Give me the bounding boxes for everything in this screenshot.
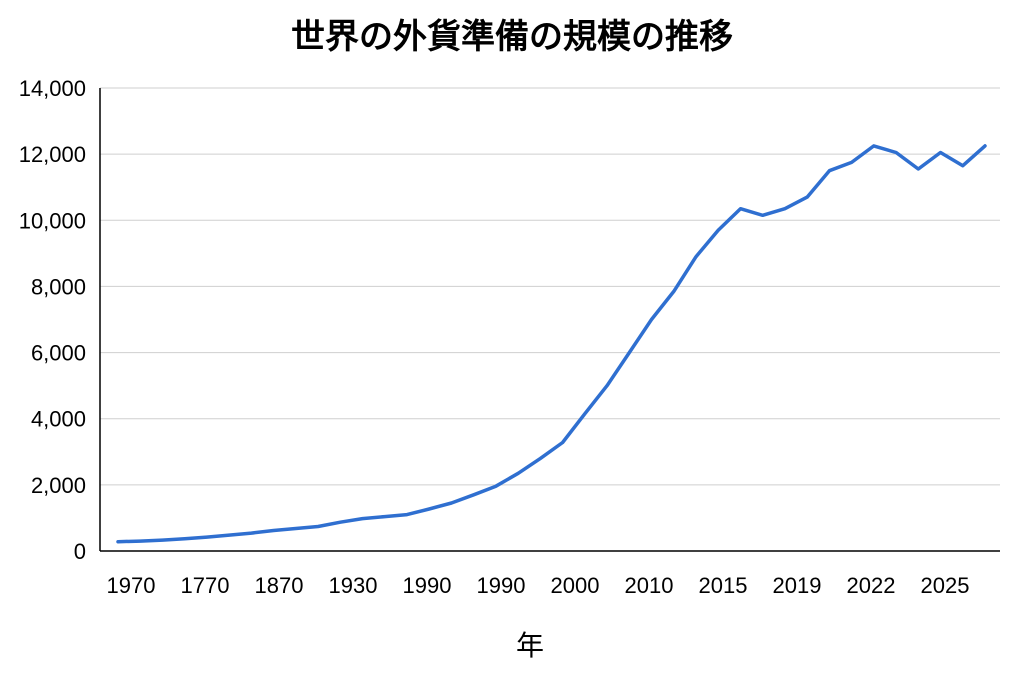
x-tick-label: 2010 bbox=[625, 573, 674, 598]
x-tick-label: 1870 bbox=[255, 573, 304, 598]
y-tick-label: 12,000 bbox=[19, 142, 86, 167]
x-tick-label: 2015 bbox=[699, 573, 748, 598]
y-tick-label: 2,000 bbox=[31, 473, 86, 498]
y-tick-label: 10,000 bbox=[19, 208, 86, 233]
x-tick-label: 2022 bbox=[847, 573, 896, 598]
chart-title: 世界の外貨準備の規模の推移 bbox=[291, 17, 733, 57]
x-axis-ticks: 1970 1770 1870 1930 1990 1990 2000 2010 2015 2019… bbox=[107, 573, 970, 598]
x-axis-label: 年 bbox=[516, 629, 544, 662]
gridlines bbox=[100, 87, 1000, 486]
y-tick-label: 0 bbox=[74, 539, 86, 564]
x-tick-label: 2000 bbox=[551, 573, 600, 598]
x-tick-label: 1930 bbox=[329, 573, 378, 598]
series-line bbox=[116, 144, 987, 544]
x-tick-label: 1990 bbox=[477, 573, 526, 598]
x-tick-label: 1770 bbox=[181, 573, 230, 598]
x-tick-label: 2025 bbox=[921, 573, 970, 598]
y-tick-label: 4,000 bbox=[31, 407, 86, 432]
x-tick-label: 1990 bbox=[403, 573, 452, 598]
series-layer bbox=[116, 144, 987, 544]
x-tick-label: 2019 bbox=[773, 573, 822, 598]
y-tick-label: 8,000 bbox=[31, 274, 86, 299]
y-tick-label: 6,000 bbox=[31, 341, 86, 366]
x-tick-label: 1970 bbox=[107, 573, 156, 598]
y-axis-ticks: 0 2,000 4,000 6,000 8,000 10,000 12,000 14,000 bbox=[19, 76, 86, 564]
y-tick-label: 14,000 bbox=[19, 76, 86, 101]
